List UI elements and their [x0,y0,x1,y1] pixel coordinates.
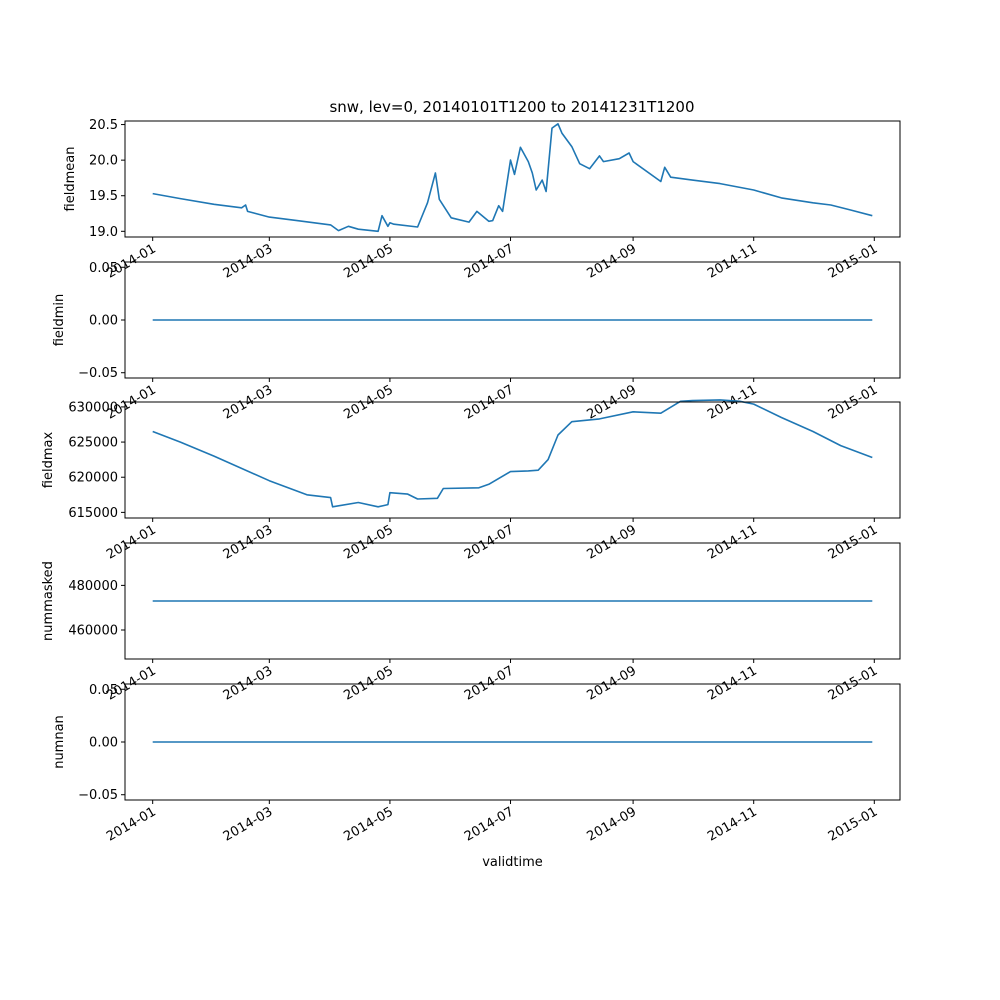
y-tick-label: 19.0 [89,225,118,240]
x-tick-label: 2014-03 [221,382,276,422]
x-axis-label: validtime [482,855,543,870]
panel-numnan: −0.05 0.00 0.05 2014-01 2014-03 2014-05 2014-0… [52,683,901,870]
y-tick-label: 19.5 [89,189,118,204]
y-axis-label: fieldmax [41,432,56,489]
y-tick-label: 0.05 [89,683,118,698]
series-line-fieldmean [152,123,873,233]
y-axis-label: fieldmin [52,294,67,347]
axes-frame [124,542,901,660]
y-tick-label: −0.05 [78,366,118,381]
x-tick-label: 2014-11 [705,804,760,844]
y-tick-label: 625000 [68,436,118,451]
x-tick-label: 2015-01 [826,382,881,422]
y-tick-label: 20.0 [89,154,118,169]
x-tick-label: 2015-01 [826,804,881,844]
y-tick-label: 0.00 [89,314,118,329]
x-tick-label: 2014-01 [104,804,159,844]
y-tick-label: 460000 [68,624,118,639]
axes-frame [124,401,901,519]
y-tick-label: 0.00 [89,736,118,751]
x-tick-label: 2014-07 [462,382,517,422]
x-tick-label: 2014-03 [221,804,276,844]
y-tick-label: 0.05 [89,261,118,276]
y-tick-label: −0.05 [78,788,118,803]
y-tick-label: 630000 [68,400,118,415]
y-tick-label: 480000 [68,579,118,594]
x-tick-label: 2014-07 [462,804,517,844]
y-tick-label: 20.5 [89,118,118,133]
y-axis-label: fieldmean [63,147,78,212]
y-axis-label: numnan [52,715,67,769]
y-axis-label: nummasked [41,561,56,641]
series-line-fieldmax [152,399,873,508]
chart-title: snw, lev=0, 20140101T1200 to 20141231T12… [329,98,694,116]
y-tick-label: 620000 [68,471,118,486]
y-tick-label: 615000 [68,506,118,521]
axes-frame [124,120,901,238]
x-tick-label: 2014-05 [341,382,396,422]
x-tick-label: 2014-05 [341,804,396,844]
x-tick-label: 2014-09 [585,804,640,844]
x-tick-label: 2014-11 [705,382,760,422]
